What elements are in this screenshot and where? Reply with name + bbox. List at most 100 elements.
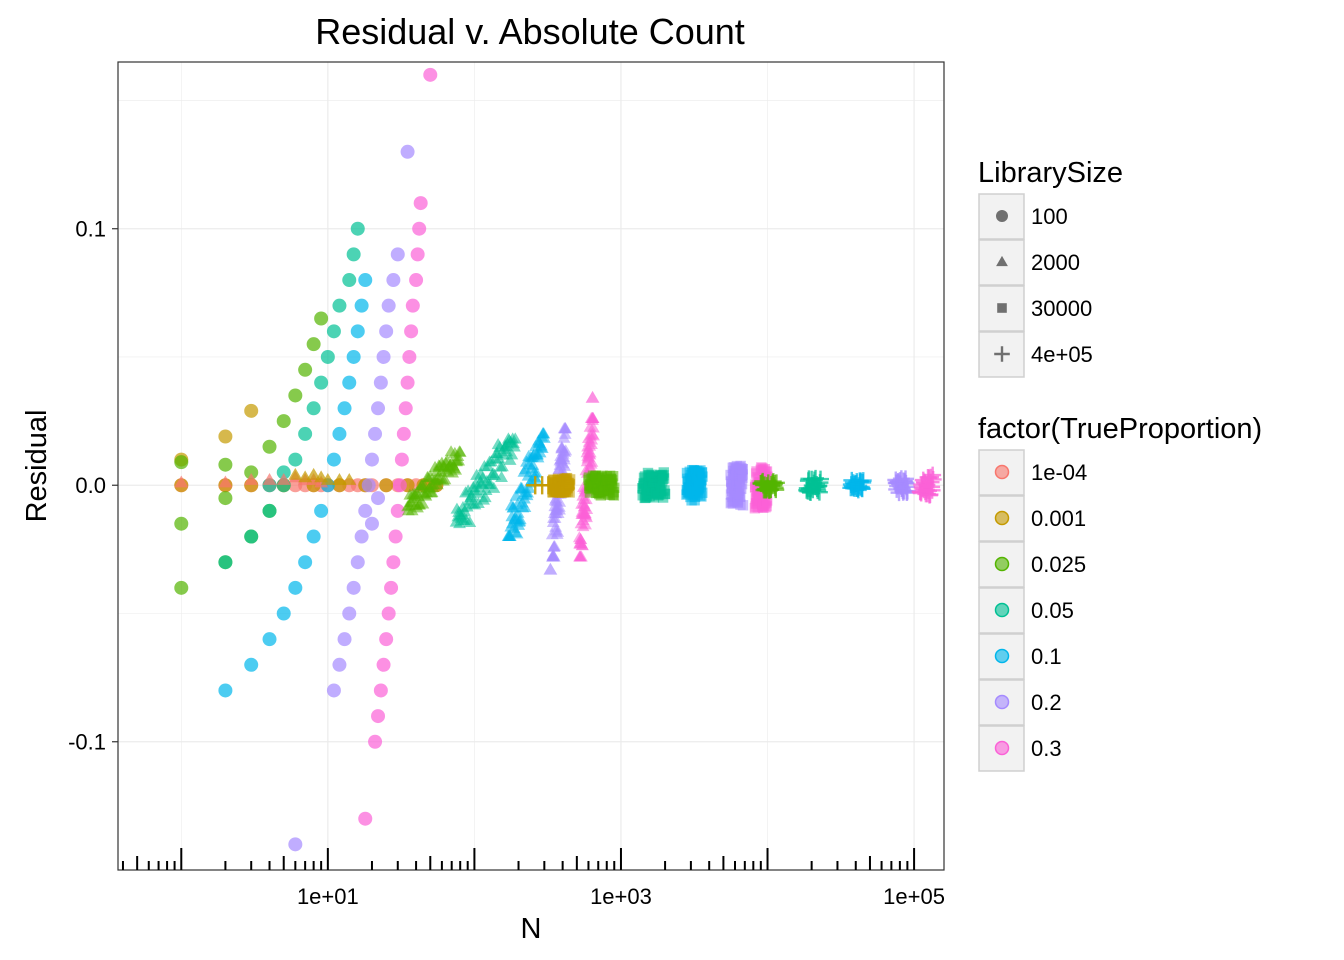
point-triangle: [585, 390, 600, 403]
point-square: [659, 488, 671, 500]
legend-label: 0.001: [1031, 506, 1086, 531]
point-triangle: [557, 453, 571, 465]
point-circle: [320, 349, 335, 364]
x-tick-label: 1e+05: [883, 884, 945, 909]
y-tick-label: 0.1: [75, 217, 106, 242]
point-circle: [358, 811, 373, 826]
legend-key-circle: [994, 648, 1010, 664]
point-triangle: [505, 448, 519, 460]
point-circle: [392, 478, 407, 493]
point-square: [737, 463, 748, 475]
point-circle: [332, 657, 347, 672]
point-plus: [812, 470, 829, 488]
legend-label: 0.2: [1031, 690, 1062, 715]
point-triangle: [244, 472, 259, 485]
point-triangle: [503, 453, 517, 465]
point-triangle: [537, 431, 551, 443]
point-triangle: [526, 458, 540, 470]
point-circle: [350, 221, 365, 236]
point-triangle: [535, 441, 549, 453]
point-triangle: [587, 429, 600, 441]
point-triangle: [530, 466, 543, 478]
point-circle: [218, 457, 233, 472]
point-circle: [388, 529, 403, 544]
point-circle: [390, 247, 405, 262]
x-tick-label: 1e+01: [297, 884, 359, 909]
point-circle: [390, 503, 405, 518]
point-circle: [413, 196, 428, 211]
point-square: [761, 500, 772, 512]
point-circle: [379, 632, 394, 647]
point-circle: [332, 426, 347, 441]
point-circle: [354, 298, 369, 313]
point-circle: [342, 273, 357, 288]
point-triangle: [574, 550, 588, 562]
legend-label: 1e-04: [1031, 460, 1087, 485]
point-triangle: [463, 515, 477, 528]
x-axis-log-ticks: [121, 848, 916, 870]
point-circle: [371, 709, 386, 724]
x-tick-label: 1e+03: [590, 884, 652, 909]
point-circle: [276, 465, 291, 480]
point-square: [761, 495, 773, 506]
point-circle: [306, 401, 321, 416]
point-square: [735, 491, 746, 502]
legend-key-circle: [994, 510, 1010, 526]
legend-label: 0.3: [1031, 736, 1062, 761]
point-circle: [358, 273, 373, 288]
point-circle: [410, 247, 425, 262]
point-circle: [373, 375, 388, 390]
point-square: [564, 474, 576, 485]
point-circle: [298, 555, 313, 570]
point-circle: [326, 452, 341, 467]
point-triangle: [430, 478, 444, 490]
legend-key-plus: [994, 346, 1010, 362]
x-tick-labels: 1e+01 1e+03 1e+05: [297, 884, 945, 909]
point-circle: [381, 298, 396, 313]
point-triangle: [579, 493, 593, 505]
point-circle: [218, 429, 233, 444]
point-triangle: [342, 472, 357, 485]
point-triangle: [543, 562, 558, 575]
point-triangle: [586, 421, 600, 433]
point-square: [658, 467, 669, 478]
point-circle: [342, 375, 357, 390]
point-triangle: [306, 467, 321, 480]
point-circle: [400, 144, 415, 159]
point-square: [608, 490, 620, 501]
point-circle: [326, 683, 341, 698]
point-triangle: [262, 472, 277, 485]
point-circle: [361, 478, 376, 493]
point-triangle: [478, 491, 492, 503]
point-triangle: [495, 460, 509, 472]
point-square: [609, 482, 620, 493]
point-plus: [854, 472, 872, 489]
point-circle: [368, 734, 383, 749]
point-circle: [288, 452, 303, 467]
point-circle: [174, 516, 189, 531]
point-square: [737, 500, 749, 511]
point-circle: [244, 403, 259, 418]
point-circle: [342, 606, 357, 621]
point-circle: [396, 426, 411, 441]
point-square: [607, 470, 619, 482]
point-square: [695, 480, 707, 491]
point-plus: [539, 476, 558, 495]
point-circle: [386, 273, 401, 288]
legend-library-size: LibrarySize 100 2000 30000 4e+05: [978, 157, 1123, 378]
point-circle: [373, 683, 388, 698]
point-triangle: [583, 446, 597, 458]
legend-key-square: [997, 303, 1007, 313]
point-circle: [218, 555, 233, 570]
point-triangle: [449, 463, 463, 475]
point-triangle: [288, 467, 303, 480]
point-triangle: [453, 445, 467, 457]
plot-border: [117, 61, 945, 871]
point-triangle: [495, 470, 508, 482]
legend-label: 0.1: [1031, 644, 1062, 669]
point-circle: [346, 247, 361, 262]
point-square: [761, 466, 773, 477]
point-triangle: [510, 527, 524, 539]
legend-title-true-proportion: factor(TrueProportion): [978, 413, 1262, 445]
